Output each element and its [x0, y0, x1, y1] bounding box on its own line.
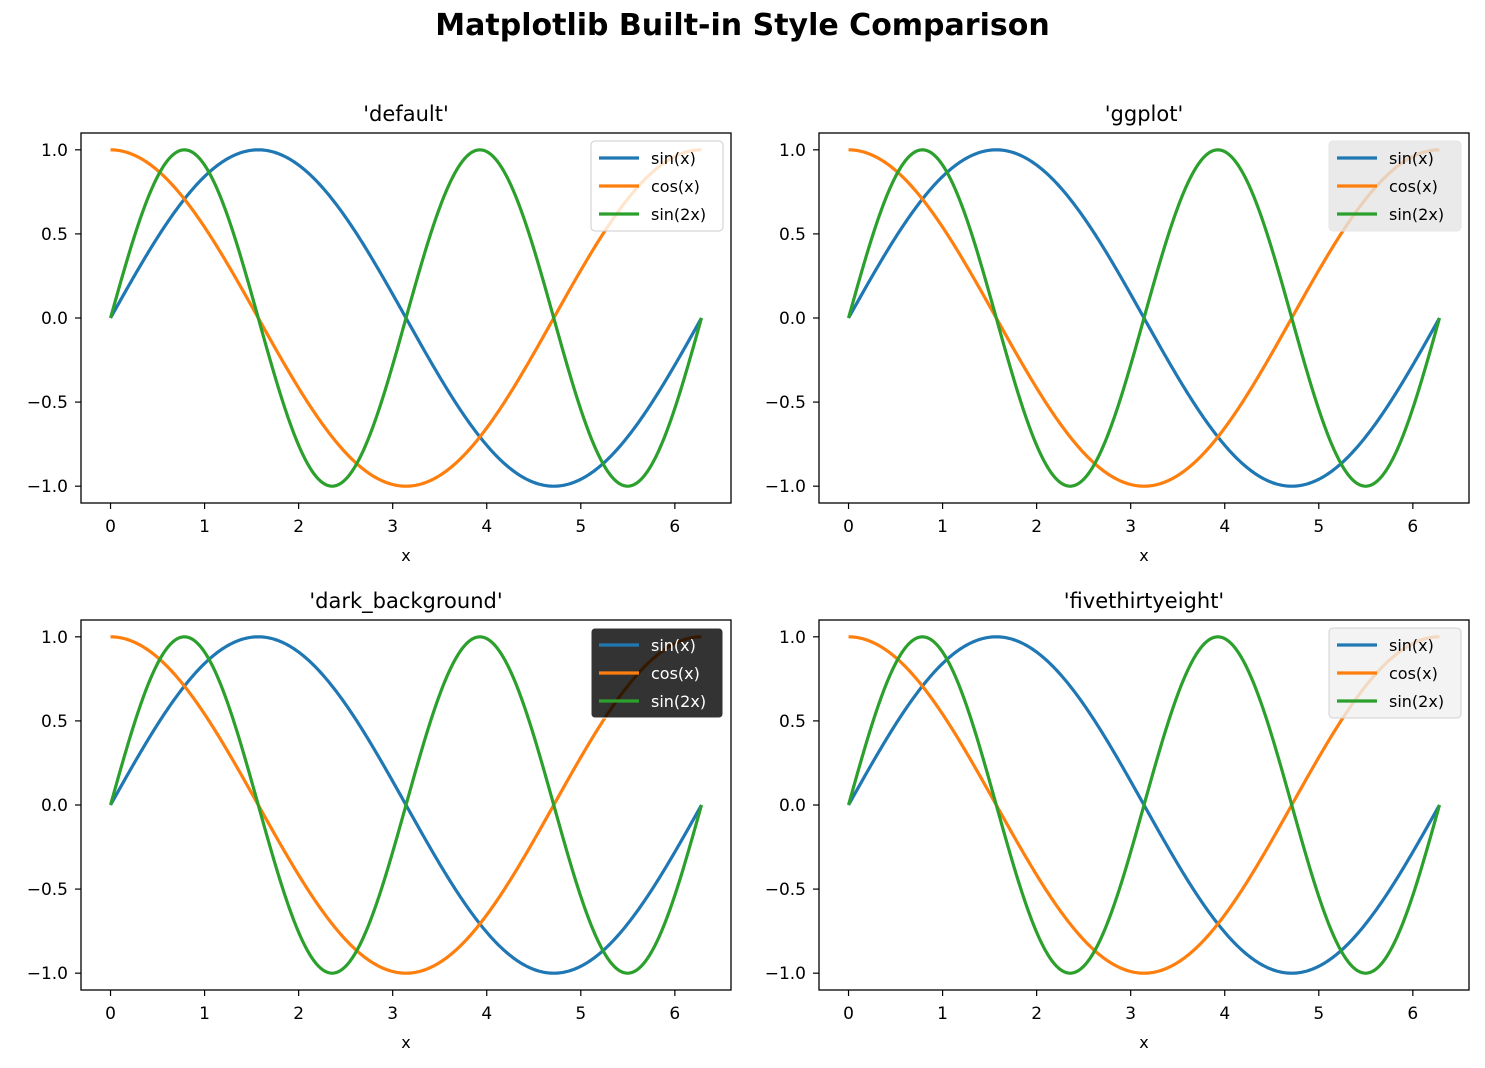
series-line-sin-2x [846, 635, 1442, 975]
series-line-sin-2x [846, 148, 1442, 488]
y-tick-label: −0.5 [27, 393, 68, 413]
x-axis-label: x [401, 1033, 410, 1052]
y-tick-label: 1.0 [41, 141, 68, 161]
y-tick-label: 0.0 [779, 309, 806, 329]
y-tick-label: 0.5 [779, 225, 806, 245]
legend-label: cos(x) [651, 177, 700, 196]
subplot-title: 'dark_background' [309, 589, 502, 614]
legend-label: sin(x) [1389, 149, 1434, 168]
legend-box [1328, 140, 1462, 232]
legend: sin(x) cos(x) sin(2x) [1328, 140, 1462, 232]
x-tick-label: 2 [293, 1004, 304, 1024]
x-tick-label: 3 [387, 1004, 398, 1024]
series-line-cos-x [110, 635, 702, 975]
y-tick-label: −0.5 [765, 393, 806, 413]
figure-title: Matplotlib Built-in Style Comparison [435, 8, 1050, 43]
x-tick-label: 6 [1407, 517, 1418, 537]
y-tick-label: −0.5 [765, 880, 806, 900]
x-tick-label: 2 [1031, 1004, 1042, 1024]
legend-label: sin(2x) [1389, 692, 1444, 711]
series-line-sin-2x [108, 148, 704, 488]
x-tick-label: 1 [937, 1004, 948, 1024]
y-tick-label: 0.5 [779, 712, 806, 732]
x-axis-label: x [401, 546, 410, 565]
subplot-2: 0 1 2 3 4 5 6 −1.0 −0.5 0.0 0.5 1.0 'ggplot' x sin(x) c… [765, 102, 1470, 565]
subplot-3: 0 1 2 3 4 5 6 −1.0 −0.5 0.0 0.5 1.0 'dark_background… [27, 589, 732, 1052]
series-line-cos-x [110, 148, 702, 488]
series-line-cos-x [848, 635, 1440, 975]
legend: sin(x) cos(x) sin(2x) [590, 627, 724, 719]
y-tick-label: −0.5 [27, 880, 68, 900]
x-axis-label: x [1139, 546, 1148, 565]
y-tick-label: −1.0 [765, 964, 806, 984]
y-tick-label: 0.0 [41, 309, 68, 329]
legend-box [1328, 627, 1462, 719]
x-tick-label: 3 [1125, 517, 1136, 537]
x-tick-label: 5 [575, 517, 586, 537]
x-tick-label: 1 [199, 1004, 210, 1024]
x-tick-label: 0 [843, 1004, 854, 1024]
legend-label: sin(x) [1389, 636, 1434, 655]
legend-label: cos(x) [1389, 177, 1438, 196]
subplot-4: 0 1 2 3 4 5 6 −1.0 −0.5 0.0 0.5 1.0 'fivethirtyeight… [765, 589, 1470, 1052]
x-tick-label: 6 [669, 517, 680, 537]
legend-label: sin(2x) [1389, 205, 1444, 224]
y-tick-label: 1.0 [41, 628, 68, 648]
x-tick-label: 0 [105, 1004, 116, 1024]
y-tick-label: −1.0 [27, 964, 68, 984]
y-tick-label: 0.5 [41, 712, 68, 732]
x-tick-label: 1 [199, 517, 210, 537]
x-tick-label: 2 [1031, 517, 1042, 537]
legend: sin(x) cos(x) sin(2x) [1328, 627, 1462, 719]
x-tick-label: 5 [1313, 517, 1324, 537]
x-tick-label: 3 [1125, 1004, 1136, 1024]
legend-box [590, 140, 724, 232]
legend: sin(x) cos(x) sin(2x) [590, 140, 724, 232]
legend-label: sin(x) [651, 149, 696, 168]
y-tick-label: 1.0 [779, 141, 806, 161]
x-tick-label: 3 [387, 517, 398, 537]
x-tick-label: 4 [1219, 1004, 1230, 1024]
subplot-title: 'fivethirtyeight' [1064, 589, 1224, 613]
y-tick-label: −1.0 [27, 477, 68, 497]
legend-box [590, 627, 724, 719]
x-tick-label: 5 [575, 1004, 586, 1024]
x-tick-label: 0 [843, 517, 854, 537]
legend-label: cos(x) [651, 664, 700, 683]
x-tick-label: 4 [481, 1004, 492, 1024]
x-tick-label: 4 [481, 517, 492, 537]
x-tick-label: 1 [937, 517, 948, 537]
y-tick-label: −1.0 [765, 477, 806, 497]
legend-label: sin(2x) [651, 205, 706, 224]
x-axis-label: x [1139, 1033, 1148, 1052]
legend-label: sin(2x) [651, 692, 706, 711]
subplot-1: 0 1 2 3 4 5 6 −1.0 −0.5 0.0 0.5 1.0 'default' x sin(x)… [27, 102, 732, 565]
legend-label: cos(x) [1389, 664, 1438, 683]
legend-label: sin(x) [651, 636, 696, 655]
y-tick-label: 1.0 [779, 628, 806, 648]
x-tick-label: 6 [1407, 1004, 1418, 1024]
series-line-cos-x [848, 148, 1440, 488]
x-tick-label: 6 [669, 1004, 680, 1024]
x-tick-label: 5 [1313, 1004, 1324, 1024]
x-tick-label: 4 [1219, 517, 1230, 537]
subplot-title: 'default' [363, 102, 448, 126]
x-tick-label: 2 [293, 517, 304, 537]
y-tick-label: 0.0 [41, 796, 68, 816]
y-tick-label: 0.5 [41, 225, 68, 245]
x-tick-label: 0 [105, 517, 116, 537]
subplot-title: 'ggplot' [1105, 102, 1183, 126]
series-line-sin-2x [108, 635, 704, 975]
y-tick-label: 0.0 [779, 796, 806, 816]
